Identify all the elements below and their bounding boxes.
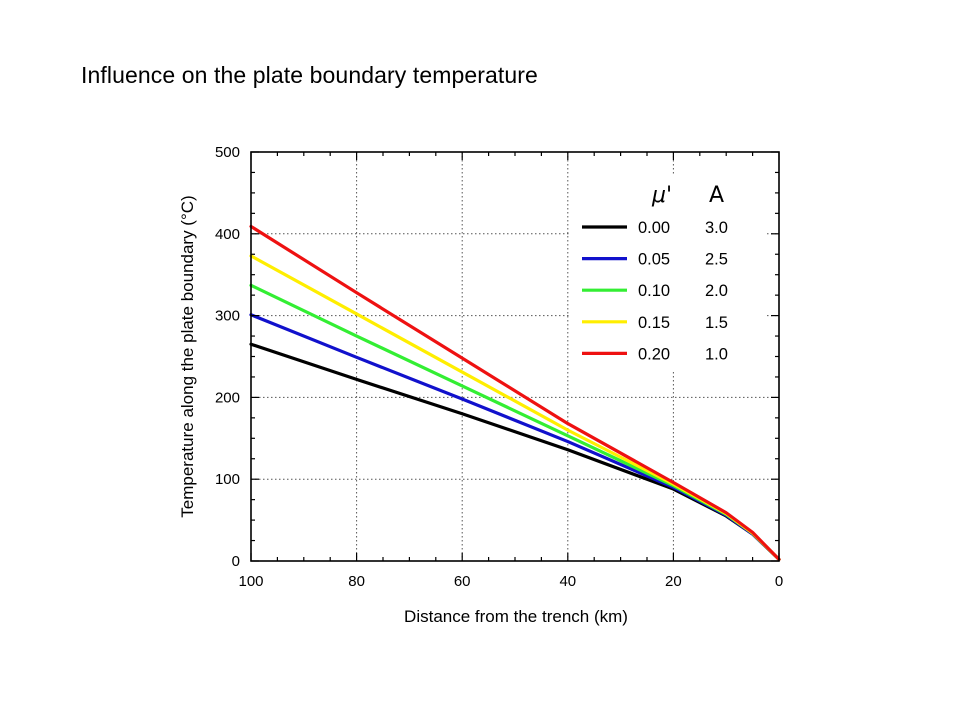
legend-mu-value: 0.00 bbox=[638, 219, 670, 237]
x-axis-title: Distance from the trench (km) bbox=[404, 607, 628, 626]
x-tick-label: 20 bbox=[665, 573, 682, 590]
legend-a-value: 1.5 bbox=[705, 314, 728, 332]
legend-mu-value: 0.10 bbox=[638, 282, 670, 300]
legend-mu-value: 0.15 bbox=[638, 314, 670, 332]
legend-background bbox=[571, 174, 767, 370]
legend-a-value: 1.0 bbox=[705, 345, 728, 363]
legend-a-value: 2.5 bbox=[705, 251, 728, 269]
x-tick-label: 0 bbox=[775, 573, 783, 590]
chart-series bbox=[249, 224, 781, 561]
legend-mu-value: 0.05 bbox=[638, 251, 670, 269]
y-axis-title: Temperature along the plate boundary (°C… bbox=[178, 195, 197, 517]
legend-header-mu: μ' bbox=[651, 183, 672, 208]
y-tick-label: 100 bbox=[215, 471, 240, 488]
y-tick-label: 400 bbox=[215, 226, 240, 243]
x-tick-label: 80 bbox=[348, 573, 365, 590]
series-line bbox=[249, 224, 781, 561]
chart-legend: μ' A 0.00 3.0 0.05 2.5 0.10 2.0 0.15 1.5 0.20 1.0 bbox=[571, 174, 767, 370]
y-tick-label: 500 bbox=[215, 144, 240, 161]
legend-mu-value: 0.20 bbox=[638, 345, 670, 363]
slide-title: Influence on the plate boundary temperat… bbox=[81, 62, 538, 88]
y-tick-label: 0 bbox=[232, 553, 240, 570]
x-tick-label: 60 bbox=[454, 573, 471, 590]
legend-a-value: 2.0 bbox=[705, 282, 728, 300]
legend-a-value: 3.0 bbox=[705, 219, 728, 237]
series-line bbox=[249, 342, 781, 561]
legend-header-a: A bbox=[709, 183, 724, 208]
y-tick-label: 300 bbox=[215, 308, 240, 325]
x-tick-label: 100 bbox=[238, 573, 263, 590]
y-tick-label: 200 bbox=[215, 389, 240, 406]
x-tick-label: 40 bbox=[559, 573, 576, 590]
